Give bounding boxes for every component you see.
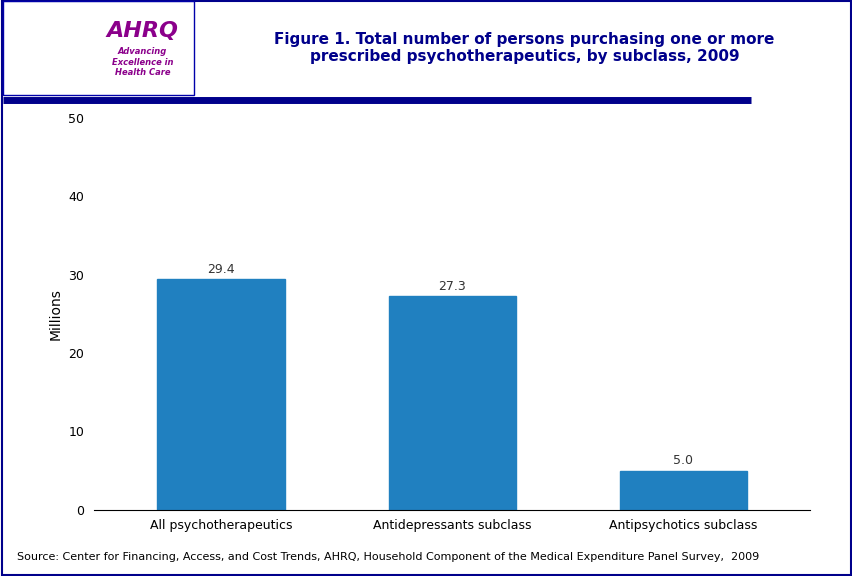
Bar: [158, 279, 285, 510]
Text: 🦅: 🦅: [33, 36, 49, 60]
Text: 27.3: 27.3: [438, 280, 465, 293]
Y-axis label: Millions: Millions: [49, 288, 62, 340]
Bar: [619, 471, 746, 510]
Text: 29.4: 29.4: [207, 263, 234, 276]
Text: Source: Center for Financing, Access, and Cost Trends, AHRQ, Household Component: Source: Center for Financing, Access, an…: [17, 552, 758, 562]
Text: Advancing
Excellence in
Health Care: Advancing Excellence in Health Care: [112, 47, 173, 77]
Bar: [388, 296, 515, 510]
Text: 5.0: 5.0: [672, 454, 693, 468]
Text: AHRQ: AHRQ: [106, 21, 178, 41]
Text: Figure 1. Total number of persons purchasing one or more
prescribed psychotherap: Figure 1. Total number of persons purcha…: [274, 32, 774, 65]
